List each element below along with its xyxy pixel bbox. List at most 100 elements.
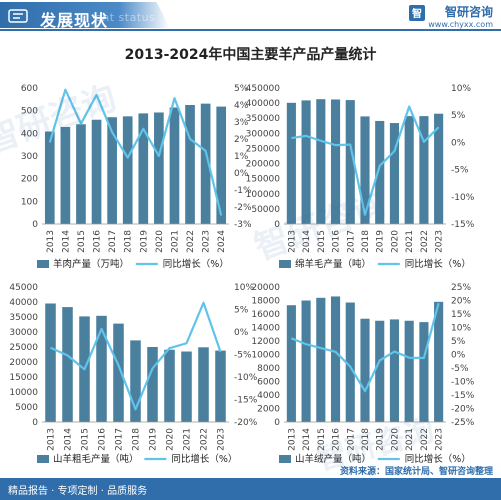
source-note: 资料来源：国家统计局、智研咨询整理 <box>339 467 493 477</box>
bar <box>169 107 180 224</box>
legend-bar-label: 山羊绒产量（吨） <box>295 453 371 465</box>
y-right-tick-label: 0% <box>234 328 249 338</box>
y-right-tick-label: 10% <box>451 84 471 94</box>
bar <box>419 116 429 224</box>
y-left-tick-label: 45000 <box>9 283 38 293</box>
y-left-tick-label: 400000 <box>246 99 281 109</box>
y-left-tick-label: 200 <box>21 175 38 185</box>
y-left-tick-label: 300000 <box>246 129 281 139</box>
y-left-tick-label: 8000 <box>257 364 280 374</box>
y-right-tick-label: 15% <box>451 310 471 320</box>
x-tick-label: 2022 <box>420 428 430 451</box>
x-tick-label: 2013 <box>287 230 297 253</box>
y-left-tick-label: 15000 <box>9 373 38 383</box>
report-icon <box>8 9 28 23</box>
y-right-tick-label: -10% <box>234 373 258 383</box>
y-right-tick-label: 3% <box>234 118 249 128</box>
legend-bar-swatch <box>37 260 49 268</box>
y-right-tick-label: 0% <box>234 169 249 179</box>
x-tick-label: 2013 <box>46 230 56 253</box>
bar <box>316 297 326 422</box>
bar <box>404 320 414 422</box>
y-left-tick-label: 5000 <box>15 403 38 413</box>
y-left-tick-label: 10000 <box>251 351 280 361</box>
y-left-tick-label: 25000 <box>9 343 38 353</box>
x-tick-label: 2022 <box>186 230 196 253</box>
bar <box>216 106 227 224</box>
y-right-tick-label: -25% <box>451 418 475 428</box>
legend-bar-swatch <box>279 455 291 463</box>
y-left-tick-label: 10000 <box>9 388 38 398</box>
x-tick-label: 2019 <box>139 230 149 253</box>
legend-line-label: 同比增长（%） <box>405 453 471 465</box>
bar <box>330 296 341 422</box>
x-tick-label: 2018 <box>132 428 142 451</box>
bar <box>96 315 107 422</box>
bar <box>215 350 226 422</box>
x-tick-label: 2014 <box>302 428 312 451</box>
x-tick-label: 2024 <box>217 230 227 253</box>
x-tick-label: 2019 <box>149 428 159 451</box>
x-tick-label: 2018 <box>124 230 134 253</box>
y-right-tick-label: -5% <box>451 364 469 374</box>
x-tick-label: 2016 <box>332 428 342 451</box>
x-tick-label: 2017 <box>346 230 356 253</box>
x-tick-label: 2023 <box>435 230 445 253</box>
y-left-tick-label: 6000 <box>257 378 280 388</box>
x-tick-label: 2021 <box>183 428 193 451</box>
bar <box>200 103 211 224</box>
y-right-tick-label: 25% <box>451 283 471 293</box>
bar <box>330 99 341 224</box>
x-tick-label: 2016 <box>98 428 108 451</box>
bar <box>130 340 141 422</box>
bar <box>375 120 385 224</box>
growth-line <box>290 302 440 393</box>
svg-text:智: 智 <box>412 7 422 20</box>
bar <box>91 119 102 224</box>
legend-line-label: 同比增长（%） <box>405 258 471 270</box>
bar <box>345 302 355 422</box>
y-right-tick-label: 4% <box>234 101 249 111</box>
bar <box>164 349 175 422</box>
y-left-tick-label: 20000 <box>9 358 38 368</box>
bar <box>45 303 56 422</box>
growth-line <box>48 88 223 216</box>
y-left-tick-label: 450000 <box>246 84 281 94</box>
y-right-tick-label: -5% <box>234 351 252 361</box>
x-tick-label: 2020 <box>166 428 176 451</box>
bar <box>360 318 370 422</box>
x-tick-label: 2023 <box>217 428 227 451</box>
x-tick-label: 2014 <box>64 428 74 451</box>
bar <box>181 351 192 422</box>
x-tick-label: 2015 <box>81 428 91 451</box>
legend-bar-swatch <box>279 260 291 268</box>
y-left-tick-label: 12000 <box>251 337 280 347</box>
y-right-tick-label: 5% <box>451 337 466 347</box>
bar <box>419 322 429 422</box>
growth-line <box>291 105 440 216</box>
bar <box>60 126 71 224</box>
legend-bar-label: 羊肉产量（万吨） <box>53 258 129 270</box>
main-title: 2013-2024年中国主要羊产品产量统计 <box>124 47 377 63</box>
x-tick-label: 2022 <box>200 428 210 451</box>
y-right-tick-label: 5% <box>234 84 249 94</box>
y-left-tick-label: 30000 <box>9 328 38 338</box>
bar <box>147 347 158 422</box>
y-right-tick-label: -1% <box>234 186 252 196</box>
header-title-box: 发展现状 ent status <box>0 2 170 28</box>
y-left-tick-label: 300 <box>21 152 38 162</box>
footer: 精品报告 · 专项定制 · 品质服务 <box>0 478 501 500</box>
legend-bar-swatch <box>37 455 49 463</box>
y-right-tick-label: 5% <box>451 111 466 121</box>
brand: 智研咨询 www.chyxx.com <box>428 3 493 29</box>
y-left-tick-label: 100 <box>21 197 38 207</box>
y-right-tick-label: -3% <box>234 220 252 230</box>
y-right-tick-label: 5% <box>234 306 249 316</box>
bar <box>301 100 311 224</box>
y-right-tick-label: 10% <box>234 283 254 293</box>
x-tick-label: 2017 <box>115 428 125 451</box>
y-right-tick-label: 1% <box>234 152 249 162</box>
footer-slogan: 精品报告 · 专项定制 · 品质服务 <box>8 486 148 497</box>
y-left-tick-label: 16000 <box>251 310 280 320</box>
